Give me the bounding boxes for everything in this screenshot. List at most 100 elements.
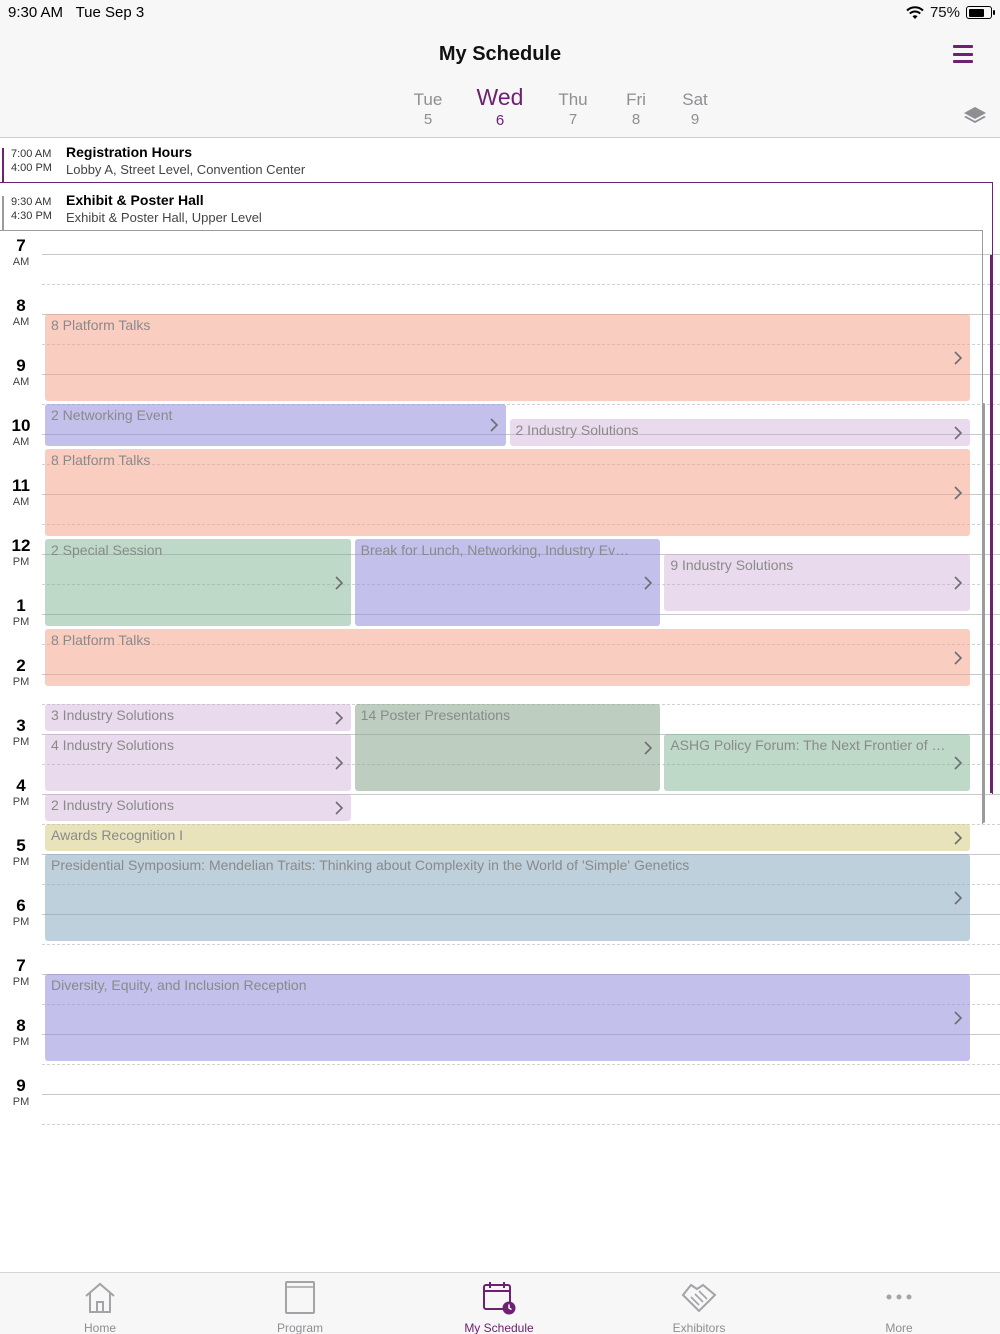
hour-label: 11 AM [0, 476, 42, 508]
status-time: 9:30 AM Tue Sep 3 [8, 4, 145, 21]
hour-number: 4 [16, 776, 26, 795]
hour-label: 10 AM [0, 416, 42, 448]
schedule-event[interactable]: 9 Industry Solutions [664, 554, 970, 611]
hour-number: 2 [16, 656, 26, 675]
day-selector: Tue 5 Wed 6 Thu 7 Fri 8 Sat 9 [0, 84, 1000, 134]
event-times: 9:30 AM 4:30 PM [11, 195, 52, 223]
half-hour-line [42, 1064, 1000, 1065]
tab-program[interactable]: Program [240, 1279, 360, 1334]
day-name: Sat [682, 90, 708, 109]
chevron-right-icon [952, 755, 964, 770]
chevron-right-icon [333, 755, 345, 770]
hour-label: 9 AM [0, 356, 42, 388]
event-label: Break for Lunch, Networking, Industry Ev… [360, 542, 637, 558]
hour-line [42, 1094, 1000, 1095]
day-date: 9 [690, 111, 700, 128]
schedule-event[interactable]: 2 Special Session [45, 539, 351, 626]
event-label: 4 Industry Solutions [51, 737, 174, 753]
day-tab-wed[interactable]: Wed 6 [470, 84, 530, 129]
schedule-event[interactable]: Break for Lunch, Networking, Industry Ev… [354, 539, 661, 626]
hour-label: 3 PM [0, 716, 42, 748]
hour-label: 8 PM [0, 1016, 42, 1048]
handshake-icon [639, 1279, 759, 1315]
tab-label: More [885, 1321, 913, 1334]
half-hour-line [42, 944, 1000, 945]
hour-number: 7 [16, 956, 26, 975]
all-day-event[interactable]: 9:30 AM 4:30 PM Exhibit & Poster Hall Exhib… [0, 186, 1000, 234]
day-date: 7 [568, 111, 578, 128]
hour-label: 9 PM [0, 1076, 42, 1108]
event-start-time: 7:00 AM [11, 148, 52, 160]
home-icon [40, 1279, 160, 1315]
chevron-right-icon [333, 800, 345, 815]
half-hour-line [42, 284, 1000, 285]
schedule-event[interactable]: 3 Industry Solutions [45, 704, 351, 731]
day-tab-sat[interactable]: Sat 9 [665, 90, 725, 128]
day-tab-thu[interactable]: Thu 7 [543, 90, 603, 128]
tab-bar: Home Program My Schedule Exhibitors More [0, 1272, 1000, 1334]
wifi-icon [906, 5, 924, 19]
schedule-event[interactable]: Presidential Symposium: Mendelian Traits… [45, 854, 970, 941]
hour-period: AM [12, 256, 30, 268]
hour-period: PM [12, 856, 30, 868]
hour-label: 1 PM [0, 596, 42, 628]
hour-number: 8 [16, 1016, 26, 1035]
hour-label: 4 PM [0, 776, 42, 808]
hour-number: 10 [11, 416, 31, 435]
hour-period: PM [12, 676, 30, 688]
layers-icon[interactable] [963, 104, 987, 126]
event-location: Exhibit & Poster Hall, Upper Level [66, 210, 262, 225]
event-label: ASHG Policy Forum: The Next Frontier of … [670, 737, 946, 753]
tab-label: Exhibitors [672, 1321, 726, 1334]
hamburger-menu-icon[interactable] [953, 45, 973, 63]
tab-home[interactable]: Home [40, 1279, 160, 1334]
tab-my-schedule[interactable]: My Schedule [439, 1279, 559, 1334]
schedule-event[interactable]: 8 Platform Talks [45, 314, 970, 401]
chevron-right-icon [952, 890, 964, 905]
chevron-right-icon [952, 650, 964, 665]
schedule-event[interactable]: 8 Platform Talks [45, 449, 970, 536]
event-label: Diversity, Equity, and Inclusion Recepti… [51, 977, 307, 993]
schedule-event[interactable]: 8 Platform Talks [45, 629, 970, 686]
schedule-event[interactable]: 2 Industry Solutions [45, 794, 351, 821]
chevron-right-icon [952, 485, 964, 500]
hour-label: 5 PM [0, 836, 42, 868]
event-name: Exhibit & Poster Hall [66, 192, 204, 208]
calendar-clock-icon [439, 1279, 559, 1315]
hour-label: 2 PM [0, 656, 42, 688]
event-label: 2 Special Session [51, 542, 163, 558]
battery-icon [966, 6, 995, 19]
schedule-event[interactable]: 4 Industry Solutions [45, 734, 351, 791]
day-tab-tue[interactable]: Tue 5 [398, 90, 458, 128]
hour-period: PM [12, 916, 30, 928]
chevron-right-icon [952, 350, 964, 365]
tab-more[interactable]: More [839, 1279, 959, 1334]
hour-number: 3 [16, 716, 26, 735]
page-title: My Schedule [438, 43, 562, 65]
tab-label: My Schedule [464, 1321, 534, 1334]
schedule-event[interactable]: ASHG Policy Forum: The Next Frontier of … [664, 734, 970, 791]
scrollbar[interactable] [982, 403, 985, 823]
schedule-event[interactable]: 14 Poster Presentations [354, 704, 661, 791]
hour-label: 8 AM [0, 296, 42, 328]
schedule-event[interactable]: Awards Recognition I [45, 824, 970, 851]
event-label: Presidential Symposium: Mendelian Traits… [51, 857, 690, 873]
hour-label: 12 PM [0, 536, 42, 568]
hour-label: 7 AM [0, 236, 42, 268]
hour-label: 7 PM [0, 956, 42, 988]
schedule-event[interactable]: 2 Industry Solutions [509, 419, 970, 446]
hour-period: PM [12, 796, 30, 808]
event-start-time: 9:30 AM [11, 196, 52, 208]
tab-exhibitors[interactable]: Exhibitors [639, 1279, 759, 1334]
hour-number: 1 [16, 596, 26, 615]
schedule-event[interactable]: 2 Networking Event [45, 404, 506, 446]
chevron-right-icon [952, 575, 964, 590]
event-end-time: 4:30 PM [11, 210, 52, 222]
event-label: 3 Industry Solutions [51, 707, 174, 723]
all-day-event[interactable]: 7:00 AM 4:00 PM Registration Hours Lobby A,… [0, 138, 1000, 186]
schedule-event[interactable]: Diversity, Equity, and Inclusion Recepti… [45, 974, 970, 1061]
chevron-right-icon [952, 830, 964, 845]
day-tab-fri[interactable]: Fri 8 [606, 90, 666, 128]
book-icon [240, 1279, 360, 1315]
chevron-right-icon [952, 425, 964, 440]
